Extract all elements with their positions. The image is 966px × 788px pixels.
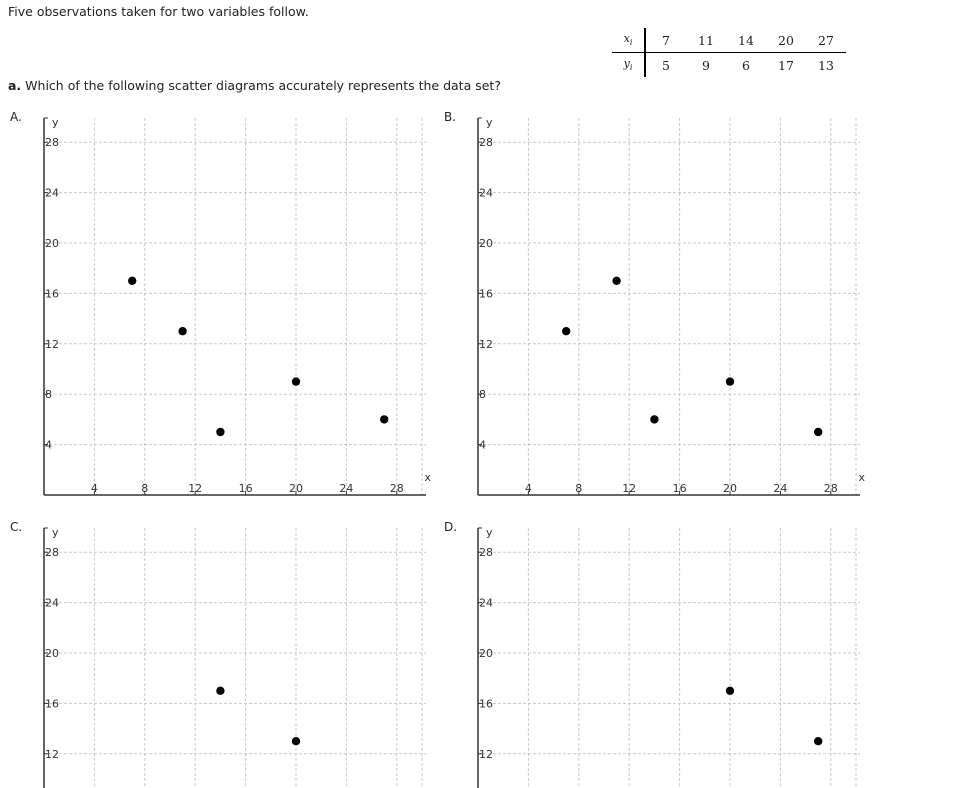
x-tick-label: 12 (188, 482, 202, 495)
table-row-x: xi 7 11 14 20 27 (612, 28, 846, 53)
y-tick-label: 28 (479, 136, 493, 149)
data-point (814, 427, 823, 437)
option-b-label[interactable]: B. (444, 110, 457, 124)
y-tick-label: 16 (45, 697, 59, 710)
y-tick-label: 20 (45, 647, 59, 660)
y-tick-label: 12 (479, 338, 493, 351)
data-point (562, 327, 571, 336)
x-tick-label: 4 (91, 482, 98, 495)
scatter-plot-b: y 4 8 12 16 20 24 28 4 8 12 16 20 24 28 x (477, 116, 866, 496)
x-tick-label: 4 (525, 482, 532, 495)
option-c-label[interactable]: C. (10, 520, 23, 534)
y-tick-label: 8 (479, 388, 486, 401)
grid (478, 528, 860, 788)
y-tick-label: 24 (479, 597, 493, 610)
y-axis-title: y (52, 116, 59, 129)
y-value: 6 (742, 57, 750, 73)
scatter-plot-c: y 12 16 20 24 28 (43, 526, 426, 788)
table-row-y: yi 5 9 6 17 13 (612, 52, 846, 77)
data-point (814, 737, 823, 746)
y-tick-label: 24 (479, 187, 493, 200)
y-value: 17 (778, 57, 794, 73)
data-points (725, 686, 823, 746)
grid (44, 528, 426, 788)
data-points (128, 276, 389, 437)
y-tick-label: 24 (45, 187, 59, 200)
y-axis-title: y (52, 526, 59, 539)
data-points (562, 276, 823, 437)
grid (44, 118, 426, 495)
y-tick-label: 28 (45, 546, 59, 559)
x-tick-label: 20 (289, 482, 303, 495)
y-value: 5 (662, 57, 670, 73)
y-tick-label: 16 (479, 287, 493, 300)
y-tick-label: 4 (45, 439, 52, 452)
scatter-plot-d: y 12 16 20 24 28 (477, 526, 860, 788)
x-tick-label: 20 (723, 482, 737, 495)
data-point (650, 415, 659, 424)
x-tick-label: 28 (824, 482, 838, 495)
y-axis-title: y (486, 526, 493, 539)
x-tick-label: 8 (575, 482, 582, 495)
data-point (128, 276, 137, 285)
y-tick-label: 28 (479, 546, 493, 559)
y-tick-label: 16 (45, 287, 59, 300)
x-value: 27 (806, 28, 846, 53)
data-table: xi 7 11 14 20 27 yi 5 9 6 17 13 (612, 28, 846, 77)
question-text: Which of the following scatter diagrams … (25, 78, 501, 93)
x-value: 20 (766, 28, 806, 53)
x-row-header: xi (612, 28, 646, 53)
y-value: 9 (702, 57, 710, 73)
data-point (725, 686, 735, 695)
y-axis-title: y (486, 116, 493, 129)
data-point (216, 427, 225, 437)
y-tick-label: 12 (45, 748, 59, 761)
data-point (380, 415, 389, 424)
y-tick-label: 8 (45, 388, 52, 401)
question-part: a. (8, 78, 22, 93)
y-tick-label: 12 (45, 338, 59, 351)
grid (478, 118, 860, 495)
data-points (216, 686, 301, 746)
option-a-label[interactable]: A. (10, 110, 22, 124)
x-tick-label: 16 (239, 482, 253, 495)
x-tick-label: 12 (622, 482, 636, 495)
data-point (725, 377, 735, 386)
y-tick-label: 20 (479, 647, 493, 660)
y-tick-label: 4 (479, 439, 486, 452)
x-tick-label: 16 (673, 482, 687, 495)
data-point (291, 377, 301, 386)
question-a: a. Which of the following scatter diagra… (8, 78, 501, 93)
y-tick-label: 16 (479, 697, 493, 710)
option-d-label[interactable]: D. (444, 520, 458, 534)
x-tick-label: 28 (390, 482, 404, 495)
y-row-header: yi (612, 52, 646, 77)
x-tick-label: 24 (339, 482, 353, 495)
x-tick-label: 8 (141, 482, 148, 495)
x-axis-title: x (859, 471, 866, 484)
x-axis-title: x (425, 471, 432, 484)
y-tick-label: 28 (45, 136, 59, 149)
y-tick-label: 20 (45, 237, 59, 250)
intro-text: Five observations taken for two variable… (8, 4, 309, 19)
x-value: 7 (645, 28, 686, 53)
y-tick-label: 20 (479, 237, 493, 250)
x-tick-label: 24 (773, 482, 787, 495)
data-point (291, 737, 301, 746)
y-value: 13 (818, 57, 834, 73)
y-tick-label: 24 (45, 597, 59, 610)
y-tick-label: 12 (479, 748, 493, 761)
x-value: 11 (686, 28, 726, 53)
scatter-plot-a: y 4 8 12 16 20 24 28 4 8 12 16 20 24 28 x (43, 116, 432, 496)
data-point (216, 686, 225, 695)
x-value: 14 (726, 28, 766, 53)
data-point (178, 327, 187, 336)
data-point (612, 276, 621, 285)
